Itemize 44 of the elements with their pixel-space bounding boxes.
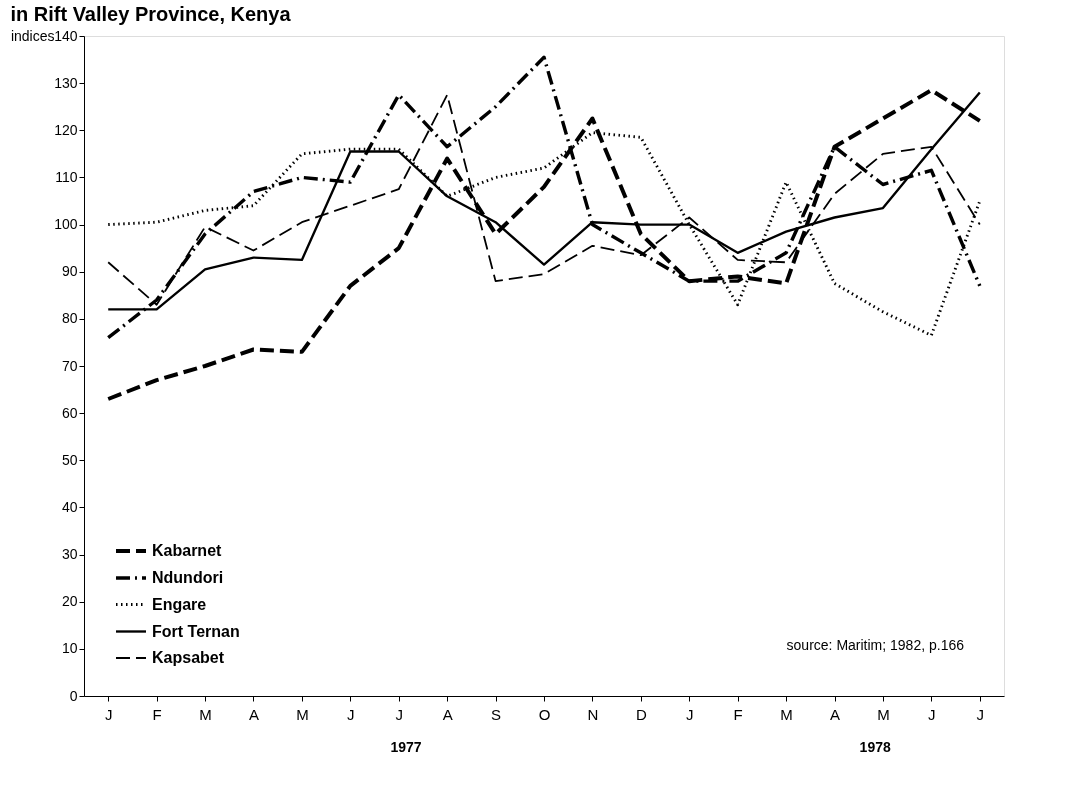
legend-label: Engare [152,595,207,613]
y-tick-label: 40 [61,498,78,515]
y-tick-label: 50 [61,451,78,468]
x-tick-label: S [491,705,502,723]
x-tick-label: M [296,705,309,723]
x-tick-label: J [347,705,355,723]
x-tick-label: M [780,705,793,723]
x-tick-label: F [152,705,162,723]
text: 1977 [390,739,422,755]
x-tick-label: J [104,705,113,723]
legend-label: Kabarnet [152,542,223,559]
chart-title: in Rift Valley Province, Kenya [10,3,292,25]
legend-label: Ndundori [152,569,224,586]
x-tick-label: O [538,705,551,723]
legend-label: Kapsabet [152,649,225,666]
x-tick-label: N [587,705,599,723]
y-tick-label: 140 [54,27,78,44]
x-tick-label: J [395,705,403,723]
y-tick-label: 10 [61,640,78,657]
x-tick-label: M [199,705,212,723]
legend-label: Fort Ternan [152,622,240,640]
text: 1978 [859,739,891,755]
y-axis-title: indices [10,27,55,44]
y-tick-label: 80 [61,310,78,327]
y-tick-label: 90 [61,263,78,280]
x-tick-label: A [442,705,453,723]
y-tick-label: 30 [61,546,78,563]
x-tick-label: D [635,705,647,723]
x-tick-label: J [976,705,985,723]
annotation: source: Maritim; 1982, p.166 [786,637,965,653]
x-tick-label: F [733,705,743,723]
y-tick-label: 60 [61,404,78,421]
x-tick-label: A [830,705,841,723]
y-tick-label: 0 [69,687,78,704]
y-tick-label: 100 [54,216,78,233]
x-tick-label: A [248,705,259,723]
y-tick-label: 70 [61,357,78,374]
x-tick-label: M [877,705,890,723]
y-tick-label: 120 [54,121,78,138]
y-tick-label: 130 [54,74,78,91]
y-tick-label: 110 [55,168,78,185]
x-tick-label: J [928,705,936,723]
x-tick-label: J [686,705,694,723]
y-tick-label: 20 [61,593,78,610]
